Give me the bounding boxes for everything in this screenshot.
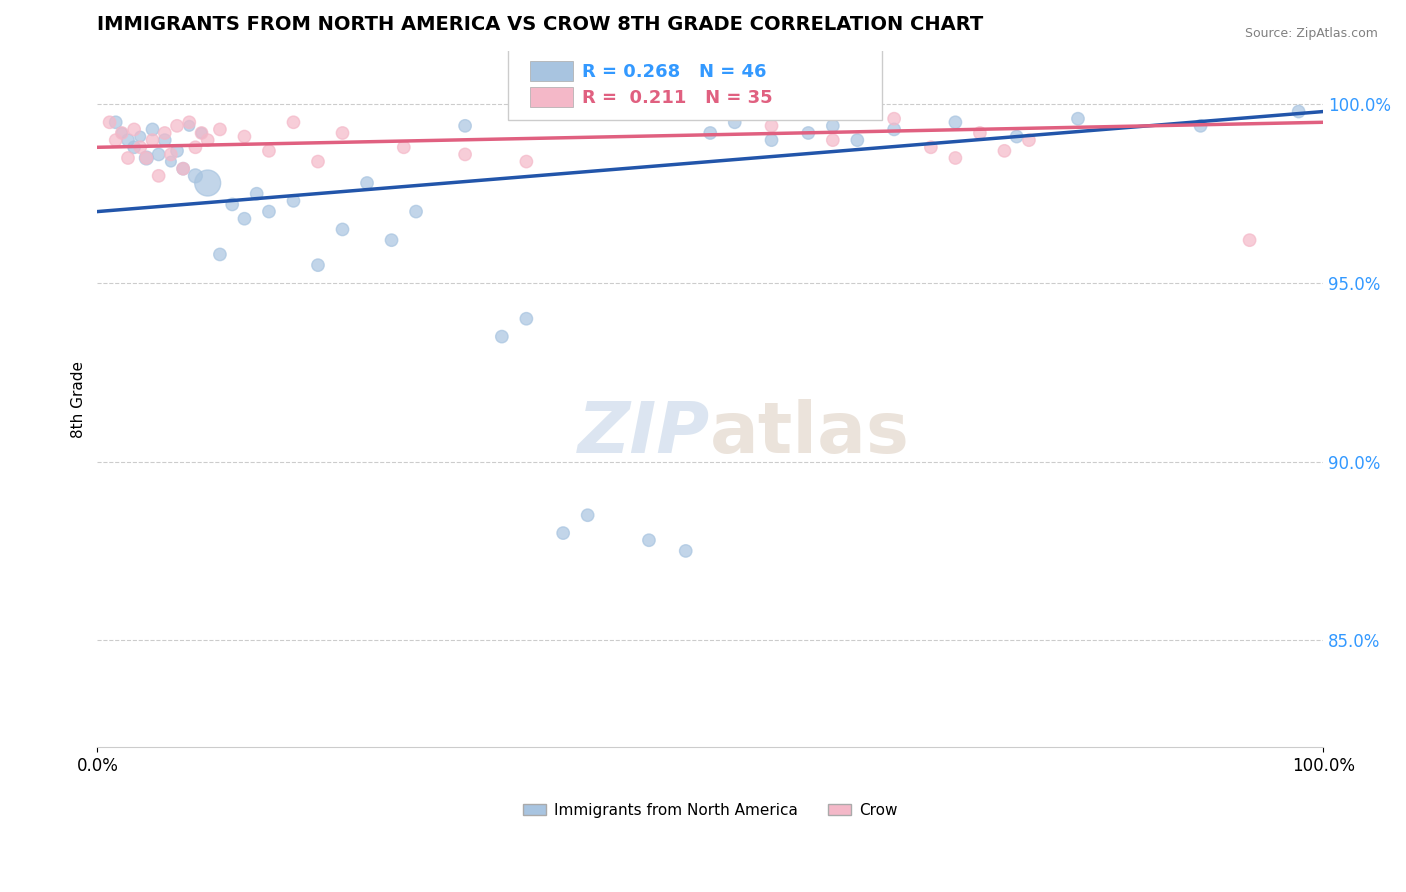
Point (883, 122, 905, 136)
FancyBboxPatch shape (530, 87, 574, 106)
Point (380, 233, 402, 247)
Point (153, 126, 176, 140)
Point (111, 126, 134, 140)
Point (172, 161, 194, 176)
FancyBboxPatch shape (508, 47, 882, 120)
Point (515, 154, 537, 169)
Point (1189, 119, 1212, 133)
Point (148, 169, 170, 183)
Point (117, 133, 139, 147)
Point (179, 115, 201, 129)
Point (98, 115, 121, 129)
FancyBboxPatch shape (530, 62, 574, 81)
Point (491, 329, 513, 343)
Point (221, 197, 243, 211)
Point (638, 533, 661, 548)
Point (761, 119, 783, 133)
Point (1239, 233, 1261, 247)
Point (122, 122, 145, 136)
Point (576, 508, 599, 523)
Point (356, 176, 378, 190)
Point (675, 544, 697, 558)
Point (553, 526, 575, 541)
Point (208, 247, 231, 261)
Point (1288, 104, 1310, 119)
Point (141, 122, 163, 136)
Point (153, 133, 176, 147)
Point (141, 133, 163, 147)
Point (454, 119, 477, 133)
Point (208, 122, 231, 136)
Point (104, 115, 127, 129)
Legend: Immigrants from North America, Crow: Immigrants from North America, Crow (517, 797, 904, 824)
Point (920, 140, 942, 154)
Point (172, 161, 194, 176)
Point (160, 154, 183, 169)
Point (197, 133, 219, 147)
Y-axis label: 8th Grade: 8th Grade (72, 360, 86, 438)
Point (257, 204, 280, 219)
Point (179, 119, 201, 133)
Point (233, 129, 256, 144)
Text: Source: ZipAtlas.com: Source: ZipAtlas.com (1244, 27, 1378, 40)
Point (821, 133, 844, 147)
Point (821, 119, 844, 133)
Point (332, 126, 354, 140)
Text: R =  0.211   N = 35: R = 0.211 N = 35 (582, 88, 772, 106)
Point (1067, 112, 1090, 126)
Point (1005, 129, 1028, 144)
Point (392, 140, 415, 154)
Point (184, 169, 207, 183)
Point (135, 151, 157, 165)
Point (111, 126, 134, 140)
Point (454, 147, 477, 161)
Point (129, 140, 152, 154)
Point (307, 154, 329, 169)
Point (332, 222, 354, 236)
Point (166, 144, 188, 158)
Point (135, 151, 157, 165)
Point (405, 204, 427, 219)
Point (283, 115, 305, 129)
Point (699, 126, 721, 140)
Point (190, 126, 212, 140)
Point (129, 129, 152, 144)
Point (166, 119, 188, 133)
Point (515, 311, 537, 326)
Point (160, 147, 183, 161)
Point (122, 140, 145, 154)
Point (846, 133, 869, 147)
Point (883, 112, 905, 126)
Point (104, 133, 127, 147)
Text: IMMIGRANTS FROM NORTH AMERICA VS CROW 8TH GRADE CORRELATION CHART: IMMIGRANTS FROM NORTH AMERICA VS CROW 8T… (97, 15, 984, 34)
Point (197, 176, 219, 190)
Point (969, 126, 991, 140)
Point (945, 115, 967, 129)
Point (148, 147, 170, 161)
Point (184, 140, 207, 154)
Point (307, 258, 329, 272)
Point (117, 151, 139, 165)
Text: R = 0.268   N = 46: R = 0.268 N = 46 (582, 62, 766, 81)
Text: atlas: atlas (710, 400, 910, 468)
Point (283, 194, 305, 208)
Text: ZIP: ZIP (578, 400, 710, 468)
Point (233, 211, 256, 226)
Point (1018, 133, 1040, 147)
Point (246, 186, 269, 201)
Point (797, 126, 820, 140)
Point (945, 151, 967, 165)
Point (993, 144, 1015, 158)
Point (257, 144, 280, 158)
Point (761, 133, 783, 147)
Point (724, 115, 747, 129)
Point (190, 126, 212, 140)
